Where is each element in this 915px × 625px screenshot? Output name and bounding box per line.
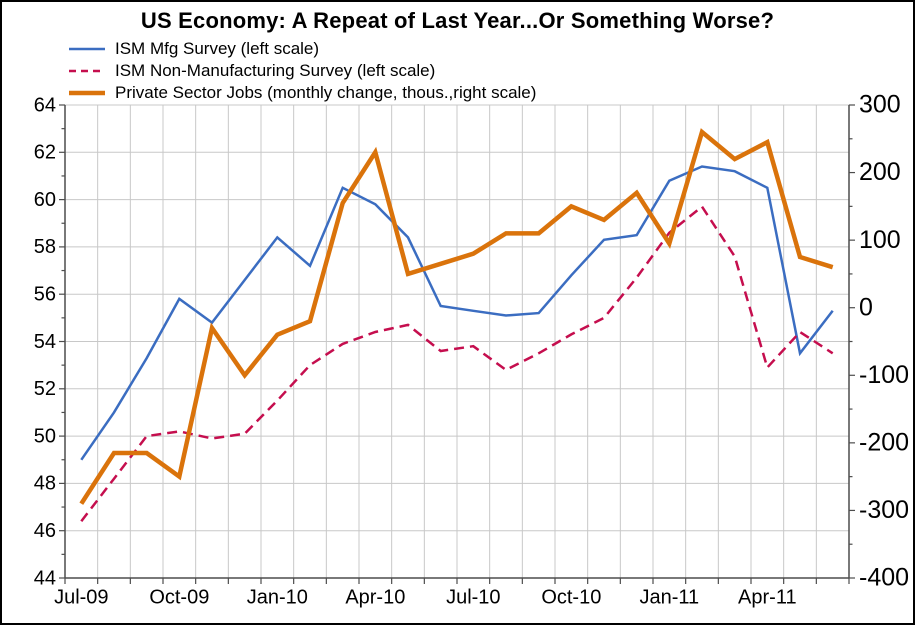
y-axis-right-tick-label: 300 [859, 91, 901, 119]
legend-line-sample-ism_mfg [69, 47, 105, 51]
x-axis-tick-label: Jan-10 [247, 586, 308, 608]
y-axis-left-tick-label: 58 [34, 236, 56, 258]
y-axis-left-tick-label: 56 [34, 283, 56, 305]
legend-line-sample-ism_nonmfg [69, 69, 105, 73]
y-axis-right-tick-label: -100 [859, 361, 909, 389]
chart-legend: ISM Mfg Survey (left scale) ISM Non-Manuf… [68, 38, 536, 104]
series-line-ism_nonmfg [80, 204, 834, 522]
y-axis-left-tick-label: 60 [34, 189, 56, 211]
legend-row-ism_mfg: ISM Mfg Survey (left scale) [68, 38, 536, 60]
legend-label: ISM Mfg Survey (left scale) [115, 39, 320, 58]
x-axis-tick-label: Jul-09 [54, 586, 108, 608]
y-axis-right-tick-label: 200 [859, 158, 901, 186]
y-axis-left-tick-label: 62 [34, 142, 56, 164]
legend-line-sample-private_jobs [69, 90, 105, 96]
y-axis-right-tick-label: 0 [859, 293, 873, 321]
y-axis-right-tick-label: -200 [859, 428, 909, 456]
legend-label: Private Sector Jobs (monthly change, tho… [115, 83, 537, 102]
y-axis-right-tick-label: -400 [859, 564, 909, 592]
y-axis-left-tick-label: 64 [34, 94, 56, 116]
chart-title: US Economy: A Repeat of Last Year...Or S… [140, 8, 775, 33]
x-axis-tick-label: Oct-10 [541, 586, 601, 608]
y-axis-left-tick-label: 48 [34, 473, 56, 495]
series-line-ism_mfg [80, 165, 834, 461]
y-axis-left-tick-label: 52 [34, 378, 56, 400]
y-axis-left-tick-label: 46 [34, 520, 56, 542]
legend-label: ISM Non-Manufacturing Survey (left scale… [115, 61, 436, 80]
legend-row-private_jobs: Private Sector Jobs (monthly change, tho… [68, 82, 536, 104]
x-axis-tick-label: Jan-11 [639, 586, 699, 608]
x-axis-tick-label: Apr-11 [738, 586, 797, 608]
x-axis-tick-label: Oct-09 [149, 586, 209, 608]
x-axis-tick-label: Jul-10 [446, 586, 500, 608]
legend-row-ism_nonmfg: ISM Non-Manufacturing Survey (left scale… [68, 60, 536, 82]
x-axis-tick-label: Apr-10 [345, 586, 405, 608]
series-line-private_jobs [79, 128, 834, 505]
y-axis-left-tick-label: 44 [34, 567, 56, 589]
y-axis-right-tick-label: 100 [859, 226, 901, 254]
y-axis-right-tick-label: -300 [859, 496, 909, 524]
y-axis-left-tick-label: 50 [34, 425, 56, 447]
y-axis-left-tick-label: 54 [34, 331, 56, 353]
